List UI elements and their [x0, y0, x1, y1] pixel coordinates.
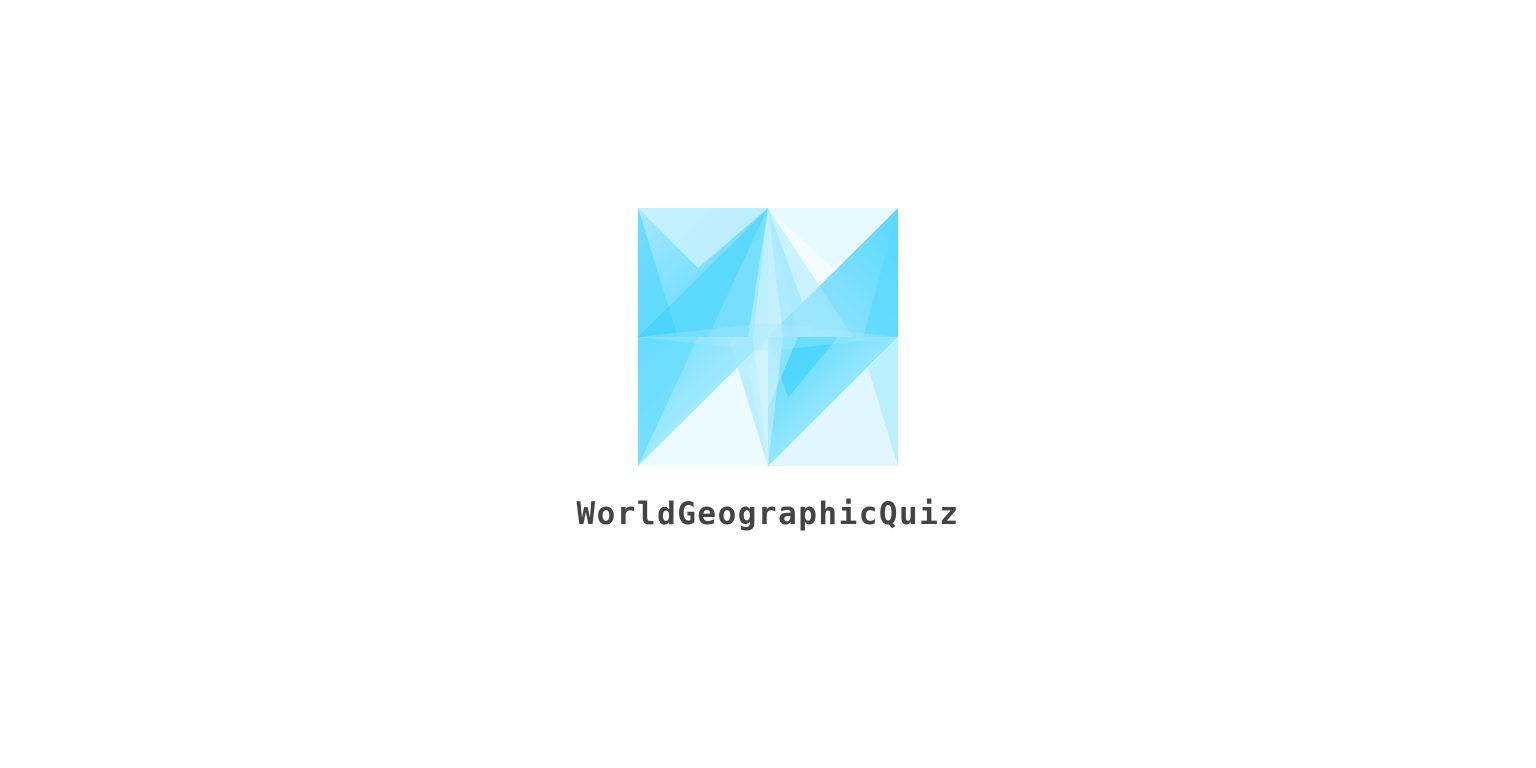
- app-logo-icon: [638, 208, 898, 466]
- app-title: WorldGeographicQuiz: [576, 496, 960, 532]
